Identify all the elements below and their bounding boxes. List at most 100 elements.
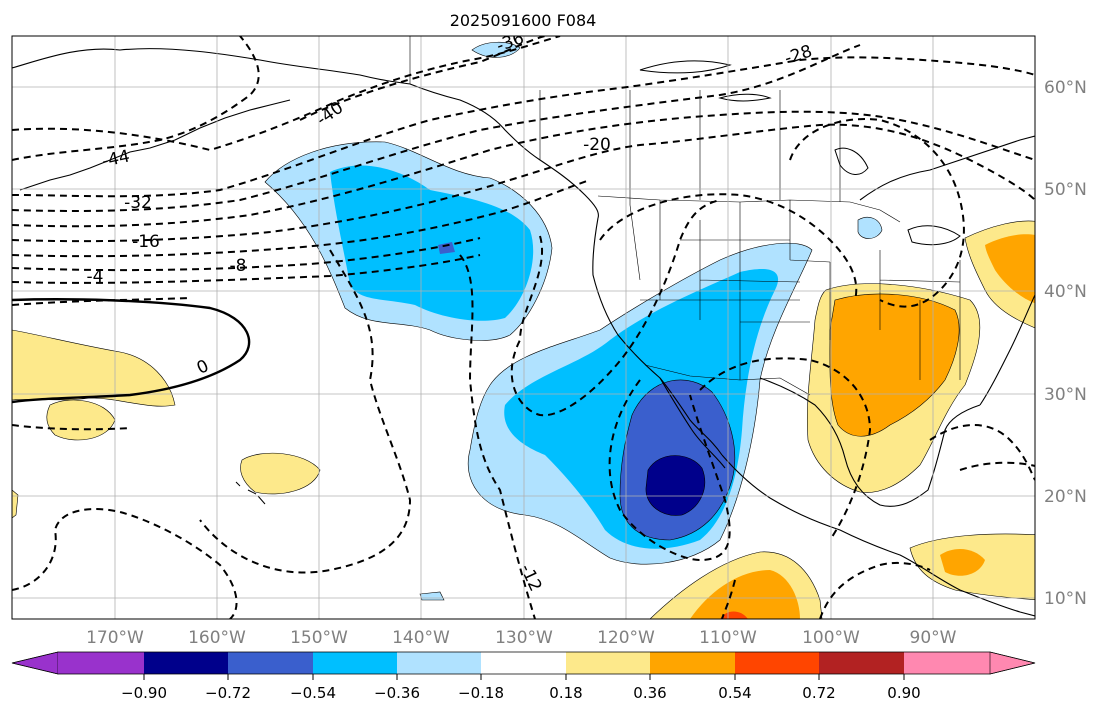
contour-minus-8 — [12, 254, 481, 284]
contour-central-america — [819, 561, 931, 619]
contour-low-mexico — [608, 379, 731, 562]
lat-label: 60°N — [1044, 78, 1087, 98]
arctic-island-1 — [639, 60, 732, 74]
contour-far-se — [721, 579, 736, 619]
colorbar-segment — [650, 652, 735, 674]
arctic-island-2 — [718, 93, 772, 102]
coastline-alaska-north — [12, 48, 411, 85]
lon-label: 170°W — [86, 628, 144, 648]
colorbar-tick-label: 0.72 — [802, 684, 835, 702]
contour-minus-44 — [12, 36, 260, 161]
coastline-alaska-panhandle — [409, 83, 599, 219]
shaded-anomaly-fields — [12, 41, 1035, 619]
lon-label: 140°W — [392, 628, 450, 648]
colorbar-segment — [481, 652, 566, 674]
lon-label: 130°W — [495, 628, 553, 648]
colorbar-segment — [735, 652, 819, 674]
contour-label-minus-4: -4 — [87, 267, 104, 287]
hawaii-islands — [235, 481, 266, 505]
negative-anomaly-small-dark-spot — [438, 242, 455, 254]
contour-label-minus-20: -20 — [583, 135, 611, 155]
coastline-us-west — [592, 217, 723, 456]
contour-east-trough — [789, 118, 965, 308]
contour-minus-32 — [12, 56, 1035, 198]
colorbar-tick-label: 0.36 — [633, 684, 666, 702]
colorbar-segment — [58, 652, 144, 674]
colorbar-segment — [566, 652, 650, 674]
contour-label-minus-8: -8 — [230, 256, 247, 276]
colorbar-segment — [904, 652, 990, 674]
contour-minus-36 — [299, 36, 546, 121]
colorbar: −0.90 −0.72 −0.54 −0.36 −0.18 0.18 0.36 … — [11, 651, 1036, 702]
latitude-labels: 60°N 50°N 40°N 30°N 20°N 10°N — [1044, 78, 1087, 609]
contour-minus-24 — [12, 110, 1035, 228]
contour-east-pacific-south — [12, 508, 238, 619]
lon-label: 100°W — [802, 628, 860, 648]
colorbar-segment — [397, 652, 481, 674]
lon-label: 160°W — [188, 628, 246, 648]
lon-label: 90°W — [910, 628, 957, 648]
colorbar-tick-label: 0.90 — [887, 684, 920, 702]
contour-minus-12-north — [12, 237, 481, 272]
colorbar-extend-high — [989, 651, 1036, 675]
colorbar-tick-label: −0.36 — [374, 684, 420, 702]
contour-minus-4 — [12, 297, 191, 431]
colorbar-segment — [819, 652, 904, 674]
contour-low-ne-pacific — [199, 249, 412, 574]
map-panel: -36 -28 -40 -20 -44 -32 -16 -8 -4 0 -12 — [12, 36, 1035, 619]
positive-anomaly-small-far-west — [12, 489, 19, 519]
lat-label: 40°N — [1044, 282, 1087, 302]
coastline-aleutian-chain — [19, 99, 291, 191]
contour-zero — [12, 298, 251, 404]
colorbar-segment — [228, 652, 313, 674]
negative-anomaly-small-great-lakes — [857, 217, 883, 239]
positive-anomaly-small-hawaii — [240, 452, 321, 495]
contour-minus-28 — [12, 44, 861, 212]
map-frame — [11, 35, 1036, 620]
colorbar-tick-label: 0.54 — [718, 684, 751, 702]
lon-label: 150°W — [290, 628, 348, 648]
contour-label-minus-16: -16 — [132, 232, 160, 252]
graticule — [12, 36, 1035, 619]
lon-label: 120°W — [597, 628, 655, 648]
colorbar-tick-label: 0.18 — [549, 684, 582, 702]
colorbar-tick-label: −0.54 — [290, 684, 336, 702]
positive-anomaly-region-west-pacific — [12, 329, 176, 407]
positive-anomaly-region-south-pacific-strong — [720, 611, 748, 619]
lat-label: 20°N — [1044, 487, 1087, 507]
positive-anomaly-region-central-us-core — [829, 293, 960, 437]
lat-label: 30°N — [1044, 385, 1087, 405]
coastline-us-east — [979, 294, 1035, 406]
colorbar-tick-marks — [143, 674, 905, 680]
positive-anomaly-region-central-america-core — [940, 548, 985, 576]
colorbar-tick-label: −0.72 — [205, 684, 251, 702]
positive-anomaly-region-south-pacific-core — [690, 570, 800, 619]
contour-caribbean — [929, 424, 1035, 481]
contour-minus-16 — [12, 179, 591, 258]
colorbar-tick-label: −0.18 — [458, 684, 504, 702]
contour-low-california — [599, 193, 858, 301]
contour-minus-12-south — [459, 254, 536, 619]
coastline-gulf-of-mexico — [759, 377, 981, 507]
contour-lines — [12, 36, 1035, 619]
great-lakes — [907, 225, 961, 246]
colorbar-tick-label: −0.90 — [121, 684, 167, 702]
contour-label-minus-32: -32 — [124, 193, 152, 213]
lat-label: 10°N — [1044, 589, 1087, 609]
colorbar-segment — [144, 652, 228, 674]
coastlines — [12, 48, 1035, 617]
negative-anomaly-region-northeast-pacific-core — [330, 165, 534, 321]
islands-and-lakes — [235, 60, 961, 505]
map-title: 2025091600 F084 — [450, 11, 597, 30]
contour-mexico-east — [699, 357, 872, 541]
colorbar-extend-low — [11, 651, 59, 675]
coastline-mexico-pacific — [721, 454, 1035, 617]
colorbar-tick-labels: −0.90 −0.72 −0.54 −0.36 −0.18 0.18 0.36 … — [121, 684, 921, 702]
positive-anomaly-region-northeast-core — [985, 234, 1035, 304]
coastline-canada-east — [859, 135, 1035, 201]
contour-minus-20 — [12, 123, 1035, 243]
coastline-baja — [659, 377, 726, 469]
longitude-labels: 170°W 160°W 150°W 140°W 130°W 120°W 110°… — [86, 628, 957, 648]
